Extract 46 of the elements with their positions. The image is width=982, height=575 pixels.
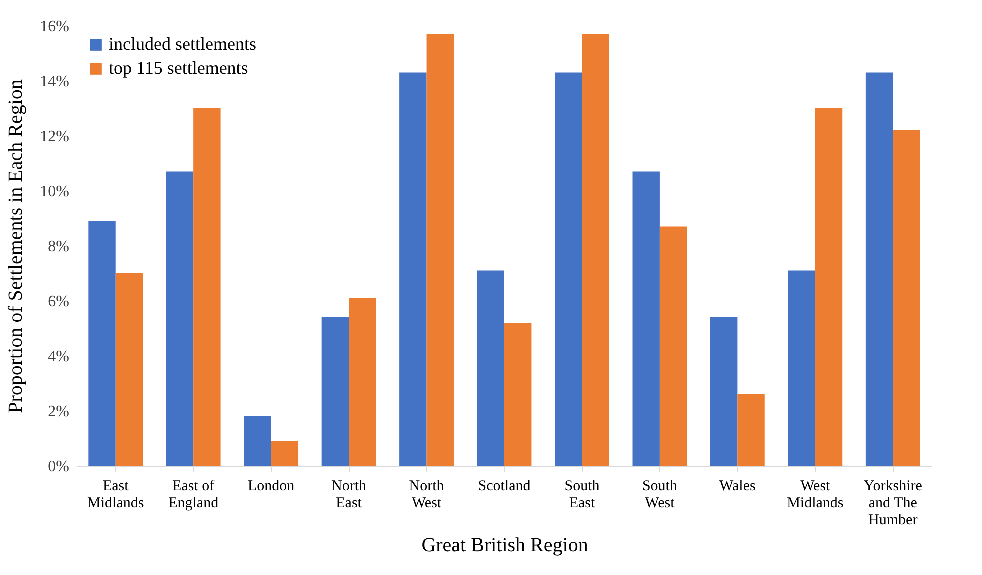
y-tick-label: 10%	[40, 184, 70, 200]
x-tick-label: Yorkshire and The Humber	[864, 478, 923, 528]
bar	[866, 72, 894, 466]
bar	[322, 318, 350, 466]
y-axis-title: Proportion of Settlements in Each Region	[5, 80, 28, 414]
bar	[426, 34, 454, 466]
x-tick-label: East Midlands	[88, 478, 144, 512]
bar	[194, 108, 221, 466]
y-tick-label: 14%	[40, 74, 70, 90]
x-tick-label: North East	[332, 478, 368, 512]
bar	[116, 274, 144, 466]
x-tick-label: East of England	[168, 478, 220, 512]
bar	[166, 172, 194, 466]
bar	[477, 270, 504, 466]
y-tick-label: 6%	[48, 294, 70, 310]
bar	[349, 298, 376, 466]
y-tick-label: 16%	[40, 18, 70, 36]
y-tick-label: 4%	[48, 348, 70, 366]
x-tick-label: North West	[409, 478, 445, 512]
bar	[660, 226, 688, 466]
y-tick-label: 8%	[48, 238, 70, 256]
bar	[788, 270, 816, 466]
bar	[555, 72, 582, 466]
bar	[400, 72, 427, 466]
y-tick-label: 12%	[40, 128, 70, 146]
x-axis-title: Great British Region	[422, 534, 588, 556]
bar	[893, 130, 920, 466]
bar	[738, 394, 765, 466]
x-tick-label: London	[248, 478, 296, 494]
legend-label: top 115 settlements	[109, 58, 248, 78]
legend-label: included settlements	[109, 34, 256, 54]
bar	[504, 323, 532, 466]
x-tick-label: South West	[642, 478, 678, 512]
bar	[271, 441, 299, 466]
bar	[244, 416, 272, 466]
x-tick-label: South East	[564, 478, 600, 512]
y-tick-label: 2%	[48, 404, 70, 420]
x-tick-label: Scotland	[478, 478, 532, 494]
bar	[815, 108, 843, 466]
bar	[582, 34, 610, 466]
y-tick-label: 0%	[48, 458, 70, 476]
x-tick-label: Wales	[720, 478, 756, 494]
bar	[88, 221, 116, 466]
x-tick-label: West Midlands	[787, 478, 844, 512]
bar	[710, 318, 738, 466]
bar	[632, 172, 660, 466]
